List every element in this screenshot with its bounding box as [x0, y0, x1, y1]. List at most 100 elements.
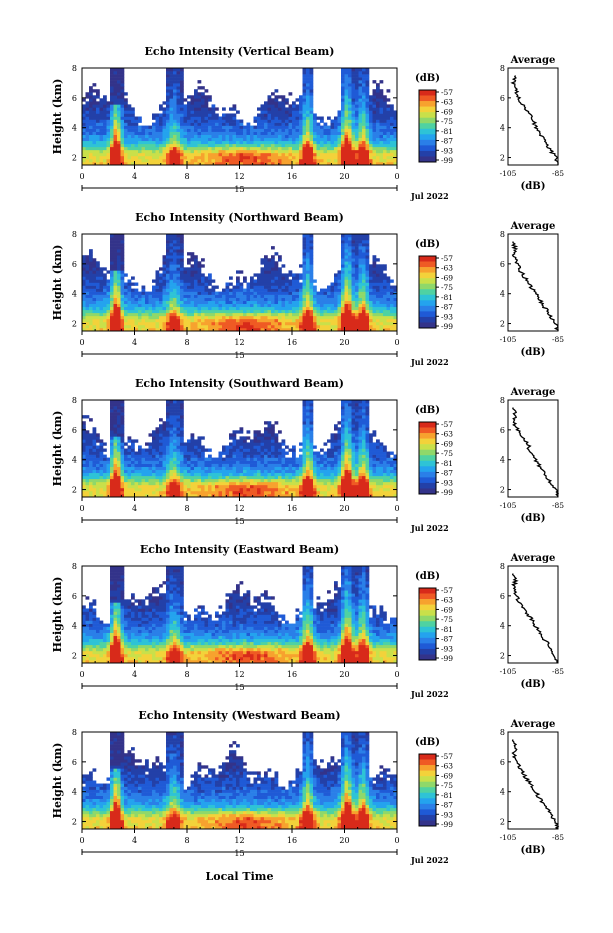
heatmap-cell [334, 117, 338, 120]
heatmap-cell [159, 289, 163, 292]
heatmap-cell [289, 292, 293, 295]
heatmap-cell [355, 283, 359, 286]
heatmap-cell [114, 488, 118, 491]
heatmap-cell [264, 304, 268, 307]
heatmap-cell [345, 80, 349, 83]
heatmap-cell [121, 123, 125, 126]
heatmap-cell [373, 132, 377, 135]
heatmap-cell [124, 150, 128, 153]
heatmap-cell [324, 156, 328, 159]
heatmap-cell [240, 283, 244, 286]
heatmap-cell [317, 295, 321, 298]
heatmap-cell [177, 138, 181, 141]
heatmap-cell [191, 313, 195, 316]
heatmap-cell [362, 301, 366, 304]
heatmap-cell [170, 126, 174, 129]
heatmap-cell [341, 104, 345, 107]
heatmap-cell [191, 482, 195, 485]
heatmap-cell [149, 307, 153, 310]
heatmap-cell [233, 156, 237, 159]
heatmap-cell [324, 144, 328, 147]
heatmap-cell [278, 258, 282, 261]
heatmap-cell [380, 117, 384, 120]
heatmap-cell [383, 307, 387, 310]
heatmap-cell [271, 267, 275, 270]
heatmap-cell [352, 261, 356, 264]
heatmap-cell [282, 292, 286, 295]
heatmap-cell [173, 156, 177, 159]
heatmap-cell [212, 304, 216, 307]
heatmap-cell [303, 123, 307, 126]
heatmap-cell [296, 132, 300, 135]
heatmap-cell [177, 249, 181, 252]
heatmap-cell [345, 276, 349, 279]
heatmap-cell [152, 470, 156, 473]
heatmap-cell [114, 458, 118, 461]
heatmap-cell [359, 252, 363, 255]
heatmap-cell [250, 141, 254, 144]
heatmap-cell [124, 479, 128, 482]
heatmap-cell [355, 286, 359, 289]
heatmap-cell [170, 264, 174, 267]
heatmap-cell [82, 98, 86, 101]
heatmap-cell [191, 473, 195, 476]
heatmap-cell [373, 144, 377, 147]
heatmap-cell [159, 442, 163, 445]
heatmap-cell [121, 488, 125, 491]
heatmap-cell [348, 240, 352, 243]
heatmap-cell [380, 276, 384, 279]
heatmap-cell [194, 491, 198, 494]
heatmap-cell [152, 476, 156, 479]
heatmap-cell [166, 415, 170, 418]
heatmap-cell [124, 289, 128, 292]
heatmap-cell [383, 95, 387, 98]
heatmap-cell [156, 126, 160, 129]
heatmap-cell [86, 261, 90, 264]
heatmap-cell [142, 301, 146, 304]
heatmap-cell [376, 301, 380, 304]
heatmap-cell [359, 289, 363, 292]
heatmap-cell [117, 455, 121, 458]
heatmap-cell [180, 71, 184, 74]
heatmap-cell [166, 107, 170, 110]
heatmap-cell [383, 310, 387, 313]
heatmap-cell [194, 449, 198, 452]
heatmap-cell [292, 147, 296, 150]
heatmap-cell [247, 304, 251, 307]
heatmap-cell [145, 159, 149, 162]
heatmap-cell [341, 237, 345, 240]
heatmap-cell [128, 295, 132, 298]
heatmap-cell [131, 310, 135, 313]
heatmap-cell [250, 132, 254, 135]
heatmap-cell [89, 144, 93, 147]
heatmap-cell [170, 255, 174, 258]
heatmap-cell [100, 286, 104, 289]
heatmap-cell [359, 261, 363, 264]
heatmap-cell [264, 101, 268, 104]
heatmap-cell [145, 476, 149, 479]
heatmap-cell [110, 80, 114, 83]
heatmap-cell [124, 295, 128, 298]
heatmap-cell [117, 412, 121, 415]
heatmap-cell [166, 436, 170, 439]
heatmap-cell [299, 104, 303, 107]
heatmap-cell [334, 147, 338, 150]
heatmap-cell [180, 449, 184, 452]
heatmap-cell [278, 310, 282, 313]
heatmap-cell [166, 159, 170, 162]
heatmap-cell [82, 258, 86, 261]
heatmap-cell [184, 117, 188, 120]
heatmap-cell [387, 117, 391, 120]
heatmap-cell [89, 255, 93, 258]
heatmap-cell [117, 436, 121, 439]
heatmap-cell [348, 283, 352, 286]
heatmap-cell [166, 470, 170, 473]
heatmap-cell [369, 135, 373, 138]
heatmap-cell [96, 147, 100, 150]
heatmap-cell [222, 310, 226, 313]
heatmap-cell [191, 458, 195, 461]
heatmap-cell [124, 92, 128, 95]
heatmap-cell [166, 147, 170, 150]
heatmap-cell [93, 276, 97, 279]
heatmap-cell [159, 156, 163, 159]
